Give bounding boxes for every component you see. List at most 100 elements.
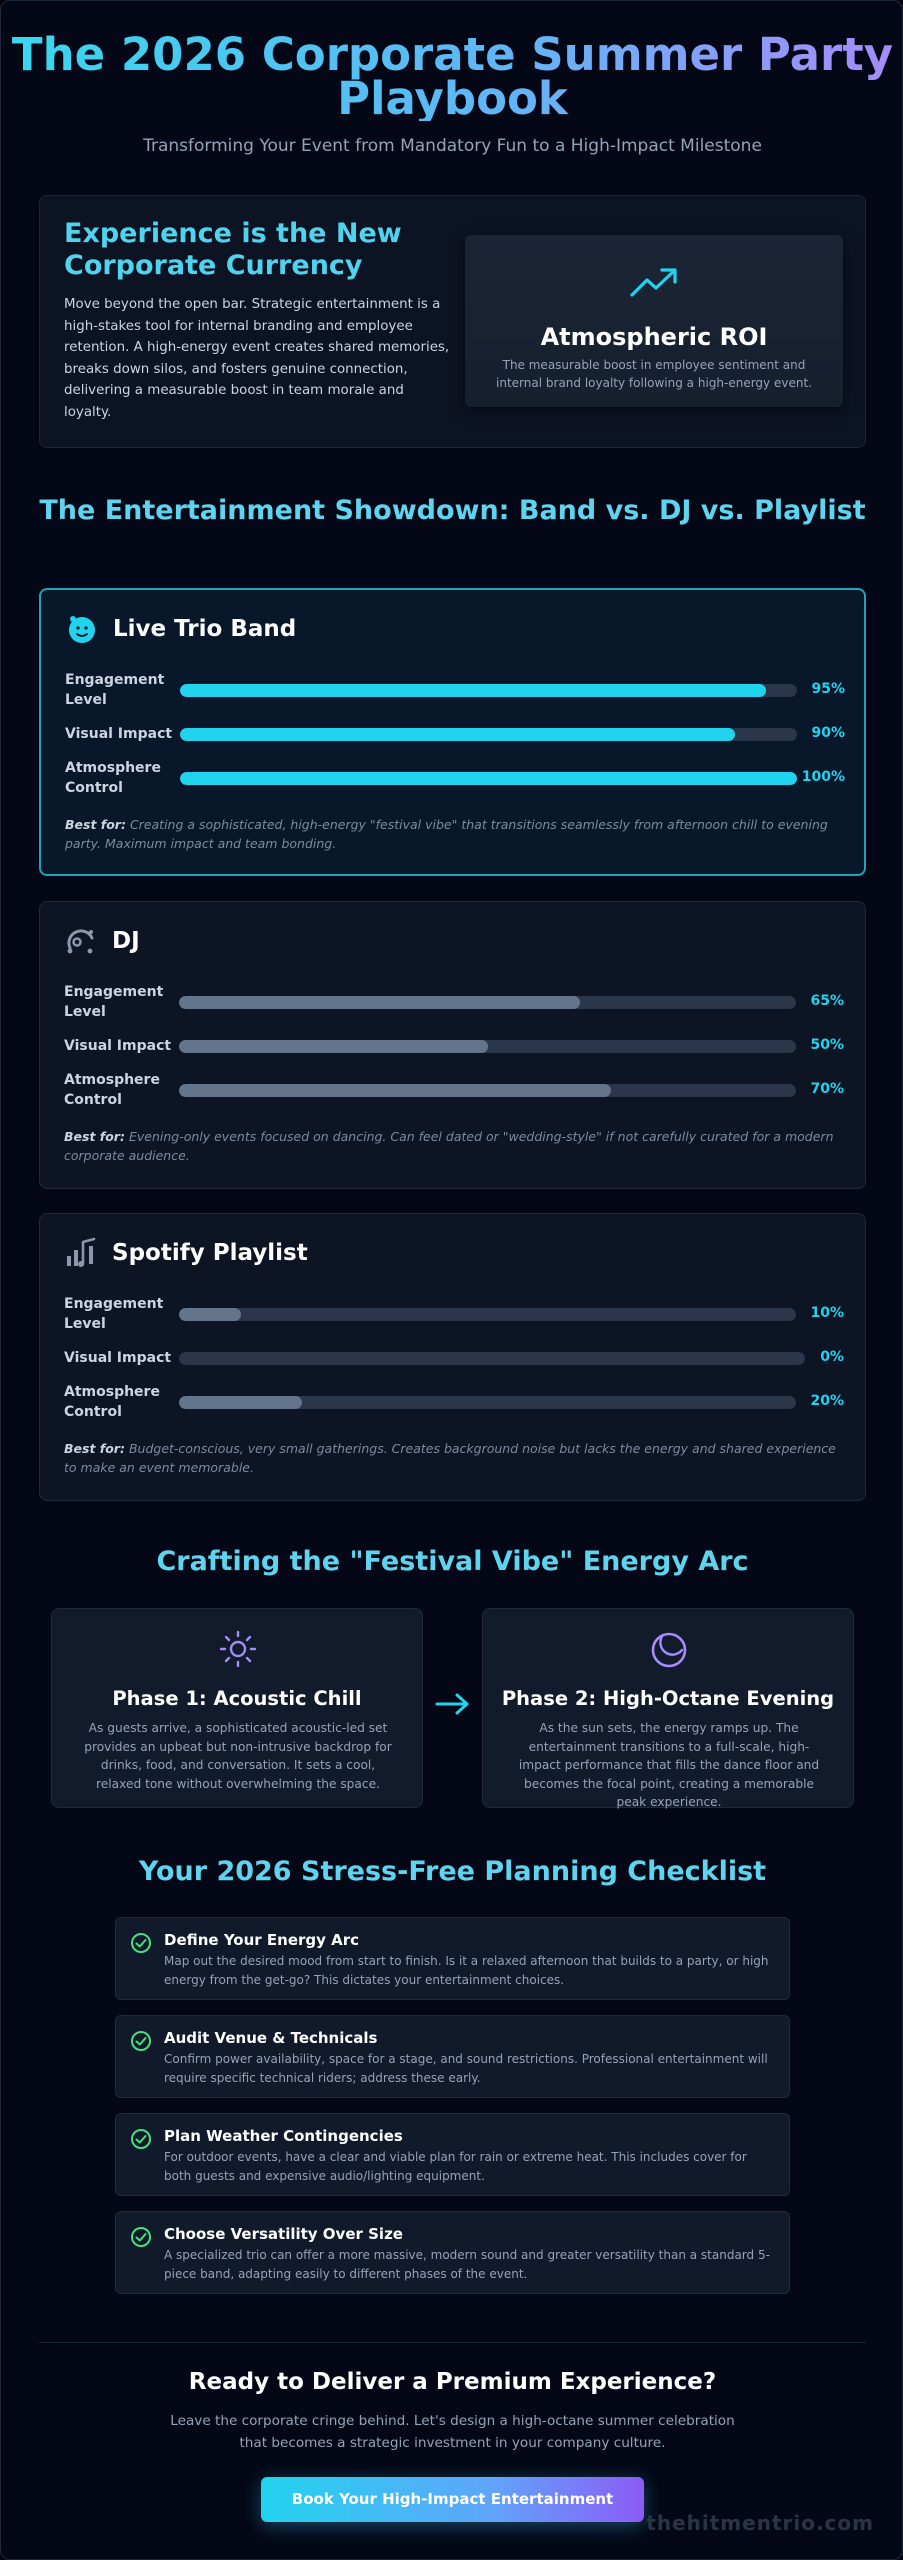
metric-value: 50%: [810, 1037, 844, 1053]
energy-arc-title: Crafting the "Festival Vibe" Energy Arc: [156, 1546, 749, 1577]
metric-value: 90%: [811, 725, 845, 741]
metric-label: Atmosphere Control: [64, 1384, 160, 1420]
page-subtitle: Transforming Your Event from Mandatory F…: [143, 136, 762, 156]
intro-text: Move beyond the open bar. Strategic ente…: [64, 297, 450, 420]
best-for-label: Best for:: [64, 1441, 125, 1456]
progress-bar: [180, 728, 797, 741]
metric-visual-impact: Visual Impact 50%: [64, 1026, 844, 1066]
roi-title: Atmospheric ROI: [540, 323, 768, 351]
roi-text: The measurable boost in employee sentime…: [496, 358, 812, 390]
progress-bar: [179, 1352, 805, 1365]
checklist-item-title: Audit Venue & Technicals: [164, 2029, 378, 2047]
progress-fill: [179, 1084, 611, 1097]
checklist-item-text: A specialized trio can offer a more mass…: [164, 2248, 770, 2281]
check-circle-icon: [131, 1933, 151, 1953]
progress-fill: [179, 1308, 241, 1321]
option-name: Live Trio Band: [113, 616, 297, 642]
page-title: The 2026 Corporate Summer Party Playbook: [1, 32, 903, 121]
metric-value: 100%: [801, 769, 845, 785]
metric-value: 0%: [820, 1349, 844, 1365]
progress-bar: [179, 996, 796, 1009]
best-for-description: Creating a sophisticated, high-energy "f…: [65, 817, 828, 851]
metric-label: Engagement Level: [65, 672, 165, 708]
metric-atmosphere-control: Atmosphere Control 20%: [64, 1382, 844, 1422]
intro-title: Experience is the New Corporate Currency: [64, 218, 402, 281]
progress-bar: [180, 772, 797, 785]
metric-label: Visual Impact: [65, 726, 173, 742]
check-circle-icon: [131, 2227, 151, 2247]
best-for-description: Evening-only events focused on dancing. …: [64, 1129, 834, 1163]
phase-card-acoustic-chill: Phase 1: Acoustic Chill As guests arrive…: [51, 1608, 423, 1808]
best-for-text: Best for: Budget-conscious, very small g…: [64, 1439, 844, 1477]
phase-card-high-octane-evening: Phase 2: High-Octane Evening As the sun …: [482, 1608, 854, 1809]
checklist-item: Audit Venue & Technicals Confirm power a…: [115, 2015, 790, 2098]
band-icon: [69, 616, 95, 643]
checklist-item-text: Confirm power availability, space for a …: [164, 2052, 768, 2085]
phase-title: Phase 2: High-Octane Evening: [501, 1687, 835, 1710]
cta-title: Ready to Deliver a Premium Experience?: [188, 2369, 717, 2395]
cta-text: Leave the corporate cringe behind. Let's…: [170, 2413, 735, 2451]
sun-icon: [219, 1630, 257, 1668]
metric-engagement: Engagement Level 10%: [64, 1294, 844, 1334]
metric-value: 10%: [810, 1305, 844, 1321]
check-circle-icon: [131, 2129, 151, 2149]
playlist-icon: [67, 1237, 96, 1267]
checklist-item-title: Define Your Energy Arc: [164, 1931, 360, 1949]
phase-text: As the sun sets, the energy ramps up. Th…: [518, 1721, 820, 1809]
option-card-dj: DJ Engagement Level 65% Visual Impact 50…: [39, 901, 866, 1189]
checklist-title: Your 2026 Stress-Free Planning Checklist: [138, 1856, 767, 1887]
dj-icon: [67, 929, 94, 954]
progress-fill: [180, 728, 736, 741]
book-entertainment-button[interactable]: Book Your High-Impact Entertainment: [261, 2477, 644, 2522]
metric-label: Visual Impact: [64, 1038, 172, 1054]
metric-visual-impact: Visual Impact 0%: [64, 1338, 844, 1378]
metric-label: Engagement Level: [64, 1296, 164, 1332]
moon-icon: [651, 1632, 687, 1668]
best-for-description: Budget-conscious, very small gatherings.…: [64, 1441, 836, 1475]
checklist-item: Define Your Energy Arc Map out the desir…: [115, 1917, 790, 2000]
section-divider: [39, 2342, 866, 2343]
checklist-item-title: Plan Weather Contingencies: [164, 2127, 403, 2145]
progress-bar: [179, 1308, 796, 1321]
metric-value: 70%: [810, 1081, 844, 1097]
checklist-item: Choose Versatility Over Size A specializ…: [115, 2211, 790, 2294]
metric-label: Atmosphere Control: [64, 1072, 160, 1108]
arrow-right-icon: [435, 1693, 469, 1715]
metric-label: Visual Impact: [64, 1350, 172, 1366]
progress-fill: [179, 1396, 303, 1409]
progress-bar: [179, 1396, 796, 1409]
check-circle-icon: [131, 2031, 151, 2051]
metric-atmosphere-control: Atmosphere Control 100%: [65, 758, 845, 798]
metric-value: 95%: [811, 681, 845, 697]
checklist-item: Plan Weather Contingencies For outdoor e…: [115, 2113, 790, 2196]
best-for-text: Best for: Creating a sophisticated, high…: [65, 815, 845, 853]
progress-fill: [179, 1040, 488, 1053]
progress-bar: [179, 1084, 796, 1097]
metric-visual-impact: Visual Impact 90%: [65, 714, 845, 754]
trending-up-icon: [630, 268, 677, 297]
metric-label: Atmosphere Control: [65, 760, 161, 796]
best-for-text: Best for: Evening-only events focused on…: [64, 1127, 844, 1165]
checklist-item-text: For outdoor events, have a clear and via…: [164, 2150, 747, 2183]
roi-box: Atmospheric ROI The measurable boost in …: [465, 235, 843, 407]
option-card-live-trio-band: Live Trio Band Engagement Level 95% Visu…: [39, 588, 866, 876]
metric-value: 20%: [810, 1393, 844, 1409]
watermark: thehitmentrio.com: [646, 2511, 874, 2535]
metric-engagement: Engagement Level 95%: [65, 670, 845, 710]
phase-title: Phase 1: Acoustic Chill: [112, 1687, 362, 1710]
best-for-label: Best for:: [64, 1129, 125, 1144]
option-name: DJ: [112, 928, 140, 954]
metric-engagement: Engagement Level 65%: [64, 982, 844, 1022]
intro-card: Experience is the New Corporate Currency…: [39, 195, 866, 448]
option-name: Spotify Playlist: [112, 1240, 308, 1266]
phase-text: As guests arrive, a sophisticated acoust…: [84, 1721, 392, 1791]
metric-label: Engagement Level: [64, 984, 164, 1020]
progress-fill: [179, 996, 581, 1009]
checklist-item-title: Choose Versatility Over Size: [164, 2225, 403, 2243]
progress-bar: [179, 1040, 796, 1053]
progress-bar: [180, 684, 797, 697]
showdown-title: The Entertainment Showdown: Band vs. DJ …: [39, 495, 866, 526]
metric-value: 65%: [810, 993, 844, 1009]
metric-atmosphere-control: Atmosphere Control 70%: [64, 1070, 844, 1110]
